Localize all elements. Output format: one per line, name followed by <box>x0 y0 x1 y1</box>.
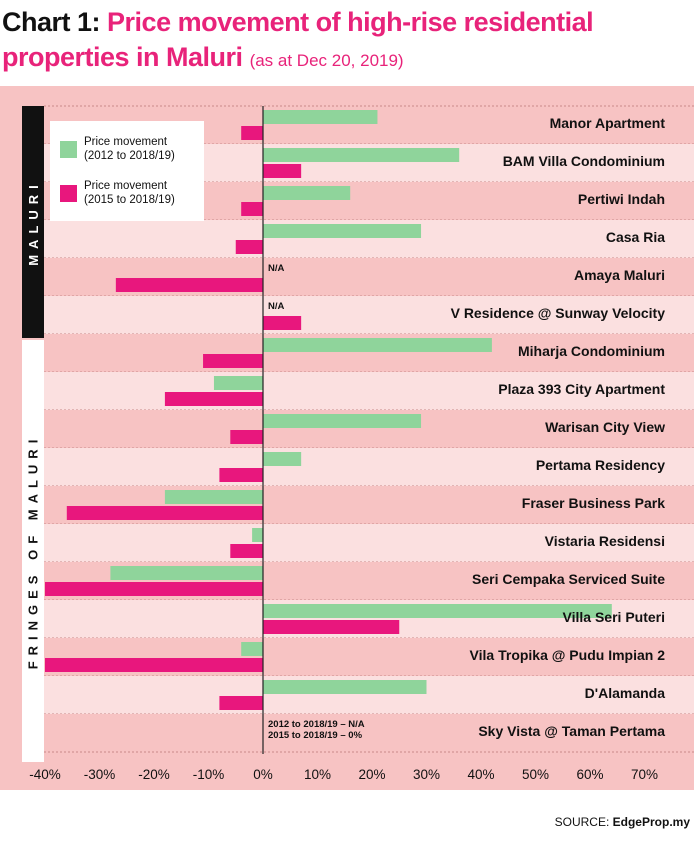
chart-title-date: (as at Dec 20, 2019) <box>249 51 404 70</box>
bar-2015-12 <box>45 582 263 596</box>
chart-title-lead: Chart 1: <box>2 7 101 37</box>
bar-2012-0 <box>263 110 378 124</box>
group-label-fringes: FRINGES OF MALURI <box>22 340 44 762</box>
group-label-maluri: MALURI <box>22 106 44 338</box>
bar-2012-2 <box>263 186 351 200</box>
annotation-text: 2012 to 2018/19 – N/A <box>268 719 365 730</box>
x-tick-label: 70% <box>631 767 658 782</box>
category-label: BAM Villa Condominium <box>503 153 665 169</box>
bar-2015-7 <box>164 392 263 406</box>
legend-swatch-pink <box>60 185 77 202</box>
annotation-text: 2015 to 2018/19 – 0% <box>268 730 363 741</box>
bar-2012-15 <box>263 680 427 694</box>
x-tick-label: 40% <box>467 767 494 782</box>
bar-2015-4 <box>115 278 263 292</box>
category-label: Casa Ria <box>606 229 665 245</box>
bar-2012-3 <box>263 224 422 238</box>
category-label: Seri Cempaka Serviced Suite <box>472 571 665 587</box>
bar-2015-5 <box>263 316 302 330</box>
category-label: Manor Apartment <box>550 115 666 131</box>
row-background <box>44 448 694 486</box>
category-label: Vila Tropika @ Pudu Impian 2 <box>470 647 666 663</box>
x-tick-label: 20% <box>358 767 385 782</box>
category-label: Fraser Business Park <box>522 495 665 511</box>
x-tick-label: 0% <box>253 767 273 782</box>
x-tick-label: -30% <box>84 767 116 782</box>
row-background <box>44 714 694 752</box>
row-background <box>44 524 694 562</box>
x-tick-label: 50% <box>522 767 549 782</box>
bar-2015-9 <box>219 468 263 482</box>
bar-2012-13 <box>263 604 612 618</box>
annotation-text: N/A <box>268 263 285 274</box>
category-label: D'Alamanda <box>585 685 666 701</box>
bar-2012-14 <box>241 642 263 656</box>
group-label-maluri-text: MALURI <box>25 178 41 266</box>
bar-2015-6 <box>203 354 263 368</box>
category-label: Pertama Residency <box>536 457 665 473</box>
legend-green-line2: (2012 to 2018/19) <box>84 150 175 162</box>
row-background <box>44 296 694 334</box>
bar-2012-12 <box>110 566 264 580</box>
source-note: SOURCE: EdgeProp.my <box>555 815 690 829</box>
bar-2012-6 <box>263 338 492 352</box>
bar-2015-14 <box>45 658 263 672</box>
x-tick-label: -20% <box>138 767 170 782</box>
group-label-fringes-text: FRINGES OF MALURI <box>25 433 41 669</box>
source-name: EdgeProp.my <box>612 815 690 829</box>
category-label: Sky Vista @ Taman Pertama <box>478 723 665 739</box>
category-label: Plaza 393 City Apartment <box>498 381 665 397</box>
bar-2015-3 <box>235 240 263 254</box>
bar-2012-11 <box>252 528 263 542</box>
bar-2012-8 <box>263 414 422 428</box>
chart-title: Chart 1: Price movement of high-rise res… <box>2 5 692 78</box>
category-label: Warisan City View <box>545 419 665 435</box>
bar-2015-1 <box>263 164 302 178</box>
bar-2012-9 <box>263 452 302 466</box>
x-tick-label: 10% <box>304 767 331 782</box>
legend-green-line1: Price movement <box>84 136 168 148</box>
x-tick-label: -10% <box>193 767 225 782</box>
legend-swatch-green <box>60 141 77 158</box>
bar-2015-2 <box>241 202 263 216</box>
category-label: V Residence @ Sunway Velocity <box>451 305 666 321</box>
row-background <box>44 372 694 410</box>
x-tick-label: 30% <box>413 767 440 782</box>
legend-pink-line1: Price movement <box>84 180 168 192</box>
legend-pink-line2: (2015 to 2018/19) <box>84 194 175 206</box>
source-prefix: SOURCE: <box>554 815 610 829</box>
bar-2012-7 <box>213 376 263 390</box>
chart-legend: Price movement (2012 to 2018/19) Price m… <box>50 121 204 221</box>
bar-2012-1 <box>263 148 460 162</box>
category-label: Amaya Maluri <box>574 267 665 283</box>
bar-2015-10 <box>66 506 263 520</box>
chart-title-main: Price movement of high-rise residential … <box>2 7 594 72</box>
category-label: Pertiwi Indah <box>578 191 665 207</box>
bar-2015-15 <box>219 696 263 710</box>
bar-2015-11 <box>230 544 263 558</box>
bar-2015-0 <box>241 126 263 140</box>
bar-2015-8 <box>230 430 263 444</box>
annotation-text: N/A <box>268 301 285 312</box>
category-label: Villa Seri Puteri <box>563 609 665 625</box>
x-tick-label: -40% <box>29 767 61 782</box>
x-tick-label: 60% <box>576 767 603 782</box>
category-label: Miharja Condominium <box>518 343 665 359</box>
bar-2015-13 <box>263 620 400 634</box>
category-label: Vistaria Residensi <box>545 533 665 549</box>
bar-2012-10 <box>164 490 263 504</box>
